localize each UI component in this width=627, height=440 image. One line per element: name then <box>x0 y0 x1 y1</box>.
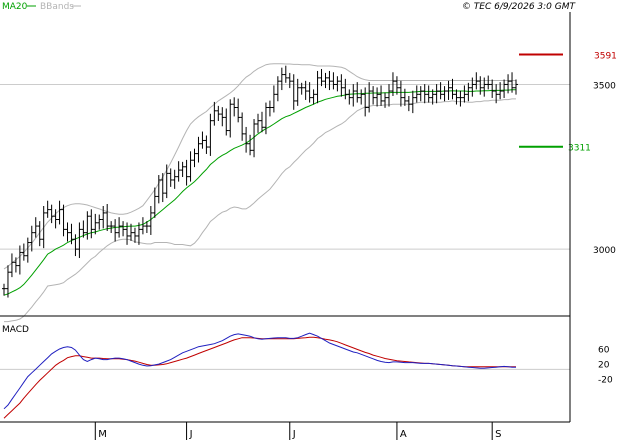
support-label: 3311 <box>568 144 591 154</box>
price-panel <box>0 12 570 315</box>
bb-upper-line <box>3 63 516 270</box>
bb-lower-line <box>4 98 516 323</box>
macd-line <box>3 332 516 410</box>
tick-labels: 3000 3500 60 20 -20 M J J A S <box>98 81 616 440</box>
bb-legend-label: BBands <box>40 2 74 12</box>
month-label: M <box>98 429 107 440</box>
macd-tick-label: 60 <box>598 345 610 355</box>
macd-lines <box>3 332 516 419</box>
ma-legend-label: MA20 <box>2 2 28 12</box>
support-resistance-levels: 3591 3311 <box>519 51 617 154</box>
month-label: J <box>189 429 193 440</box>
resistance-label: 3591 <box>594 51 617 61</box>
price-tick-label: 3500 <box>593 81 616 91</box>
macd-title: MACD <box>2 325 29 335</box>
month-label: S <box>495 429 501 440</box>
month-label: A <box>400 429 407 440</box>
macd-tick-label: -20 <box>598 376 613 386</box>
ma20-line <box>3 89 516 296</box>
axes <box>0 12 571 440</box>
macd-panel <box>0 318 570 422</box>
macd-tick-label: 20 <box>598 360 610 370</box>
ohlc-bars <box>2 65 518 298</box>
bollinger-bands <box>3 63 516 323</box>
month-label: J <box>292 429 296 440</box>
moving-average-20 <box>3 89 516 296</box>
copyright-label: © TEC 6/9/2026 3:0 GMT <box>462 2 577 12</box>
price-tick-label: 3000 <box>593 246 616 256</box>
